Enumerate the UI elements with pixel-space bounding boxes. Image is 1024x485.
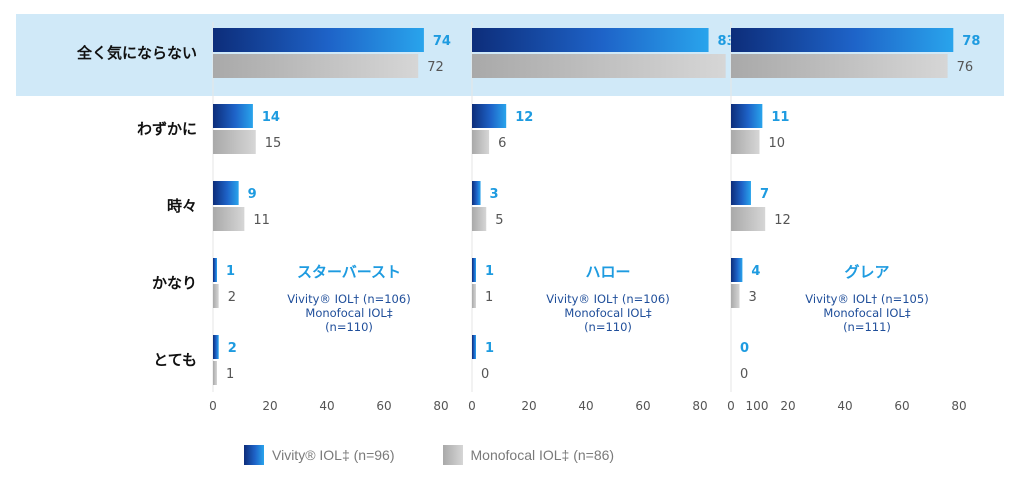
panel-subtitle: (n=111): [843, 320, 891, 334]
x-tick-label: 60: [635, 399, 650, 413]
x-tick-label: 60: [376, 399, 391, 413]
panel-title: ハロー: [585, 263, 630, 281]
x-tick-label: 100: [746, 399, 769, 413]
x-tick-label: 80: [692, 399, 707, 413]
bar-vivity: [472, 258, 476, 282]
bar-monofocal: [472, 284, 476, 308]
bar-vivity: [213, 181, 239, 205]
value-label-vivity: 1: [485, 341, 494, 356]
value-label-vivity: 74: [433, 34, 451, 49]
bar-vivity: [731, 258, 743, 282]
value-label-monofocal: 3: [749, 290, 757, 305]
value-label-vivity: 7: [760, 187, 769, 202]
legend-label-vivity: Vivity® IOL‡ (n=96): [272, 447, 395, 463]
legend-label-monofocal: Monofocal IOL‡ (n=86): [470, 447, 615, 463]
bar-vivity: [213, 335, 219, 359]
value-label-monofocal: 10: [769, 136, 786, 151]
bar-monofocal: [472, 54, 726, 78]
panel-subtitle: Vivity® IOL† (n=106): [287, 292, 410, 306]
category-label: かなり: [152, 274, 197, 292]
panel-subtitle: Monofocal IOL‡: [564, 306, 651, 320]
value-label-vivity: 12: [515, 110, 533, 125]
value-label-monofocal: 15: [265, 136, 282, 151]
panel-subtitle: (n=110): [325, 320, 373, 334]
value-label-vivity: 11: [771, 110, 789, 125]
bar-monofocal: [213, 361, 217, 385]
value-label-vivity: 2: [228, 341, 237, 356]
x-tick-label: 20: [521, 399, 536, 413]
value-label-vivity: 0: [740, 341, 749, 356]
category-label: 時々: [167, 197, 197, 215]
panel-subtitle: Monofocal IOL‡: [823, 306, 910, 320]
x-tick-label: 60: [894, 399, 909, 413]
value-label-monofocal: 6: [498, 136, 506, 151]
value-label-vivity: 14: [262, 110, 280, 125]
bar-monofocal: [213, 207, 245, 231]
bar-vivity: [213, 258, 217, 282]
panel-subtitle: Vivity® IOL† (n=105): [805, 292, 928, 306]
value-label-monofocal: 12: [774, 213, 791, 228]
value-label-monofocal: 76: [957, 60, 974, 75]
bar-vivity: [731, 28, 954, 52]
panel-subtitle: Monofocal IOL‡: [305, 306, 392, 320]
x-tick-label: 40: [837, 399, 852, 413]
category-label: わずかに: [137, 120, 197, 138]
x-tick-label: 40: [319, 399, 334, 413]
x-tick-label: 0: [727, 399, 735, 413]
x-tick-label: 80: [951, 399, 966, 413]
legend-item-vivity: Vivity® IOL‡ (n=96): [244, 445, 395, 465]
bar-vivity: [472, 181, 481, 205]
panel-subtitle: Vivity® IOL† (n=106): [546, 292, 669, 306]
panel-title: スターバースト: [297, 263, 401, 281]
bar-monofocal: [472, 130, 490, 154]
x-tick-label: 0: [209, 399, 217, 413]
legend-item-monofocal: Monofocal IOL‡ (n=86): [442, 445, 615, 465]
bar-vivity: [213, 104, 253, 128]
panel-title: グレア: [844, 263, 889, 281]
bar-monofocal: [213, 130, 256, 154]
bar-vivity: [472, 28, 709, 52]
bar-monofocal: [731, 284, 740, 308]
legend-swatch-monofocal: [442, 445, 463, 465]
value-label-vivity: 1: [226, 264, 235, 279]
x-tick-label: 20: [780, 399, 795, 413]
value-label-monofocal: 0: [481, 367, 489, 382]
bar-monofocal: [731, 54, 948, 78]
value-label-monofocal: 2: [228, 290, 236, 305]
bar-monofocal: [213, 284, 219, 308]
bar-vivity: [472, 335, 476, 359]
value-label-monofocal: 72: [427, 60, 444, 75]
value-label-monofocal: 11: [253, 213, 270, 228]
value-label-vivity: 4: [751, 264, 760, 279]
value-label-monofocal: 1: [226, 367, 234, 382]
x-tick-label: 40: [578, 399, 593, 413]
value-label-vivity: 1: [485, 264, 494, 279]
value-label-vivity: 78: [962, 34, 980, 49]
bar-monofocal: [213, 54, 419, 78]
value-label-vivity: 9: [248, 187, 257, 202]
bar-vivity: [731, 181, 751, 205]
panel-subtitle: (n=110): [584, 320, 632, 334]
bar-vivity: [731, 104, 763, 128]
category-label: とても: [153, 351, 197, 369]
x-tick-label: 80: [433, 399, 448, 413]
value-label-vivity: 3: [490, 187, 499, 202]
value-label-monofocal: 1: [485, 290, 493, 305]
bar-monofocal: [731, 130, 760, 154]
bar-vivity: [472, 104, 507, 128]
x-tick-label: 0: [468, 399, 476, 413]
legend-swatch-vivity: [244, 445, 264, 465]
bar-monofocal: [731, 207, 766, 231]
category-label: 全く気にならない: [76, 44, 197, 62]
legend: Vivity® IOL‡ (n=96) Monofocal IOL‡ (n=86…: [244, 445, 662, 465]
bar-vivity: [213, 28, 424, 52]
bar-monofocal: [472, 207, 487, 231]
value-label-monofocal: 0: [740, 367, 748, 382]
value-label-monofocal: 5: [495, 213, 503, 228]
x-tick-label: 20: [262, 399, 277, 413]
